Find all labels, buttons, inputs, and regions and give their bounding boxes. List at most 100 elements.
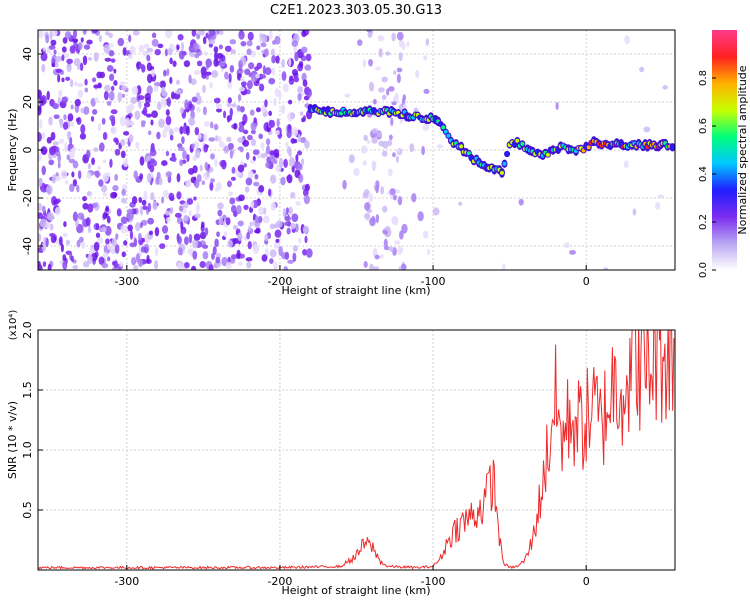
heatmap-speckle [214, 187, 220, 192]
top-y-axis-label: Frequency (Hz) [6, 109, 19, 192]
heatmap-speckle [276, 118, 280, 128]
heatmap-speckle [194, 126, 200, 136]
heatmap-speckle [271, 55, 277, 64]
heatmap-speckle [300, 137, 307, 144]
heatmap-speckle [87, 203, 94, 213]
heatmap-speckle [283, 266, 289, 270]
heatmap-speckle [146, 254, 150, 264]
heatmap-speckle [639, 66, 645, 73]
heatmap-speckle [244, 186, 250, 193]
heatmap-speckle [119, 261, 124, 267]
heatmap-speckle [221, 159, 227, 170]
heatmap-speckle [212, 246, 217, 256]
heatmap-speckle [425, 38, 430, 46]
heatmap-speckle [292, 252, 297, 263]
heatmap-speckle [240, 160, 245, 166]
heatmap-speckle [122, 47, 127, 56]
heatmap-speckle [624, 35, 630, 45]
heatmap-speckle [58, 89, 63, 98]
heatmap-speckle [194, 179, 200, 189]
heatmap-speckle [38, 264, 43, 270]
heatmap-speckle [172, 60, 177, 67]
heatmap-speckle [76, 223, 83, 234]
heatmap-speckle [297, 163, 303, 171]
heatmap-speckle [167, 48, 173, 56]
heatmap-speckle [208, 264, 214, 270]
top-y-tick-label: 40 [21, 47, 34, 61]
heatmap-speckle [139, 206, 144, 216]
heatmap-speckle [165, 109, 170, 116]
heatmap-speckle [74, 98, 81, 107]
heatmap-speckle [73, 58, 81, 67]
heatmap-speckle [74, 81, 78, 87]
heatmap-speckle [395, 92, 399, 100]
heatmap-speckle [156, 101, 162, 111]
heatmap-speckle [387, 168, 393, 177]
heatmap-speckle [236, 205, 242, 215]
heatmap-speckle [297, 86, 303, 94]
heatmap-speckle [233, 122, 238, 130]
heatmap-speckle [82, 261, 90, 268]
heatmap-speckle [162, 189, 169, 198]
heatmap-speckle [64, 142, 68, 153]
heatmap-speckle [188, 233, 193, 244]
heatmap-speckle [102, 212, 108, 220]
colorbar-ticks: 0.0 0.2 0.4 0.6 0.8 [698, 70, 716, 278]
heatmap-speckle [282, 207, 286, 218]
heatmap-speckle [292, 244, 299, 252]
heatmap-speckle [256, 62, 263, 70]
heatmap-speckle [229, 39, 237, 45]
heatmap-speckle [195, 95, 202, 105]
heatmap-speckle [108, 43, 114, 48]
top-y-tick-label: 20 [21, 95, 34, 109]
heatmap-speckle [247, 241, 252, 250]
heatmap-speckle [95, 232, 101, 238]
colorbar-tick-label: 0.8 [698, 70, 709, 86]
heatmap-speckle [372, 98, 377, 105]
heatmap-speckle [55, 55, 62, 63]
heatmap-speckle [395, 155, 399, 163]
heatmap-speckle [229, 149, 233, 159]
heatmap-speckle [264, 99, 268, 108]
heatmap-speckle [369, 217, 376, 227]
heatmap-speckle [132, 30, 140, 36]
heatmap-speckle [230, 176, 236, 181]
heatmap-speckle [242, 139, 250, 147]
heatmap-speckle [159, 243, 166, 250]
heatmap-speckle [164, 234, 170, 241]
heatmap-speckle [72, 264, 79, 270]
heatmap-speckle [255, 73, 261, 79]
heatmap-speckle [264, 233, 269, 242]
heatmap-speckle [218, 141, 225, 148]
heatmap-speckle [57, 161, 61, 169]
heatmap-speckle [109, 73, 115, 82]
heatmap-speckle [278, 157, 284, 168]
heatmap-speckle [191, 96, 198, 103]
heatmap-speckle [406, 41, 410, 48]
heatmap-speckle [643, 126, 651, 133]
heatmap-speckle [280, 104, 286, 114]
colorbar-tick-label: 0.4 [698, 166, 709, 182]
colorbar: 0.0 0.2 0.4 0.6 0.8 Normalized spectral ampl… [698, 30, 749, 278]
heatmap-ridge-cell [586, 145, 591, 150]
heatmap-speckle [94, 171, 101, 178]
heatmap-speckle [151, 110, 158, 119]
heatmap-speckle [146, 85, 153, 96]
heatmap-speckle [298, 237, 302, 244]
heatmap-speckle [104, 84, 111, 92]
heatmap-speckle [93, 241, 100, 252]
heatmap-speckle [224, 45, 232, 52]
heatmap-speckle [110, 109, 118, 115]
heatmap-speckle [146, 172, 152, 183]
heatmap-speckle [238, 87, 246, 92]
heatmap-speckle [250, 159, 255, 164]
heatmap-speckle [147, 217, 155, 225]
heatmap-speckle [374, 254, 380, 260]
heatmap-speckle [76, 184, 80, 193]
heatmap-speckle [188, 210, 192, 217]
heatmap-speckle [383, 245, 390, 251]
heatmap-speckle [70, 122, 75, 128]
heatmap-speckle [396, 67, 403, 73]
heatmap-speckle [165, 30, 173, 39]
heatmap-speckle [248, 62, 255, 70]
